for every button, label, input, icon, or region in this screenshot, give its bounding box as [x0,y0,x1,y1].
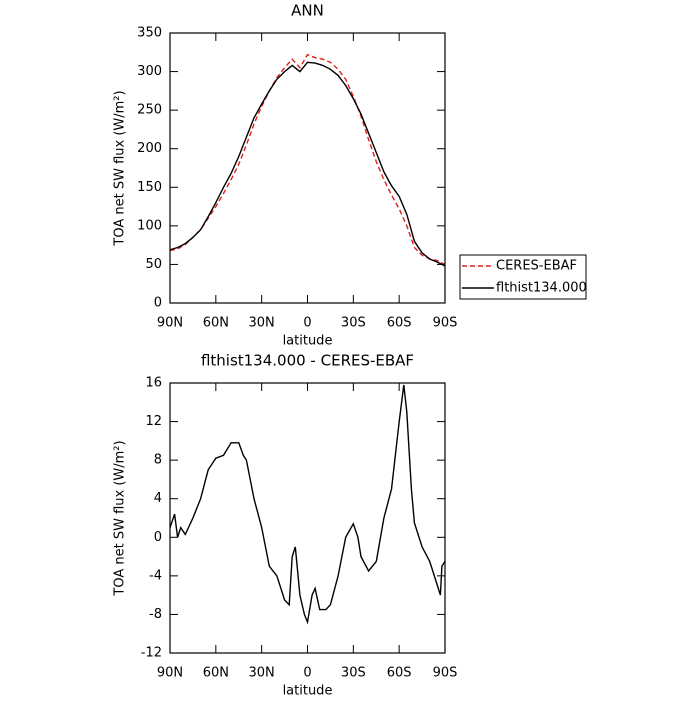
y-tick-label: 150 [137,180,162,195]
y-tick-label: 16 [145,376,162,391]
y-tick-label: 0 [154,296,162,311]
x-tick-label: 90S [433,666,458,681]
x-tick-label: 30N [249,666,275,681]
y-tick-label: 200 [137,141,162,156]
y-tick-label: 4 [154,491,162,506]
plot-frame [169,32,446,304]
x-tick-label: 30N [249,316,275,331]
y-tick-label: 300 [137,64,162,79]
y-tick-label: -4 [149,568,162,583]
line-series [169,384,446,625]
y-tick-label: 0 [154,530,162,545]
line-series [169,53,446,266]
x-tick-label: 60N [203,316,229,331]
x-tick-label: 60S [387,316,412,331]
y-tick-label: 250 [137,103,162,118]
x-tick-label: 90N [157,666,183,681]
y-axis-label: TOA net SW flux (W/m²) [113,90,128,246]
x-axis-label: latitude [283,334,333,349]
x-tick-label: 30S [341,316,366,331]
chart-title: flthist134.000 - CERES-EBAF [201,352,414,370]
y-tick-label: 8 [154,453,162,468]
y-tick-label: -12 [141,646,162,661]
chart-title: ANN [291,2,324,20]
x-tick-label: 60S [387,666,412,681]
legend-label: CERES-EBAF [496,259,577,274]
x-tick-label: 90S [433,316,458,331]
y-tick-label: 100 [137,218,162,233]
line-series [169,61,446,267]
y-tick-label: 50 [145,257,162,272]
plot-frame [169,382,446,654]
x-tick-label: 0 [303,316,311,331]
legend-box [459,254,587,300]
x-axis-label: latitude [283,684,333,699]
x-tick-label: 60N [203,666,229,681]
x-tick-label: 30S [341,666,366,681]
y-tick-label: 350 [137,26,162,41]
y-tick-label: 12 [145,414,162,429]
y-tick-label: -8 [149,607,162,622]
y-axis-label: TOA net SW flux (W/m²) [113,440,128,596]
x-tick-label: 90N [157,316,183,331]
legend-label: flthist134.000 [496,281,587,296]
x-tick-label: 0 [303,666,311,681]
